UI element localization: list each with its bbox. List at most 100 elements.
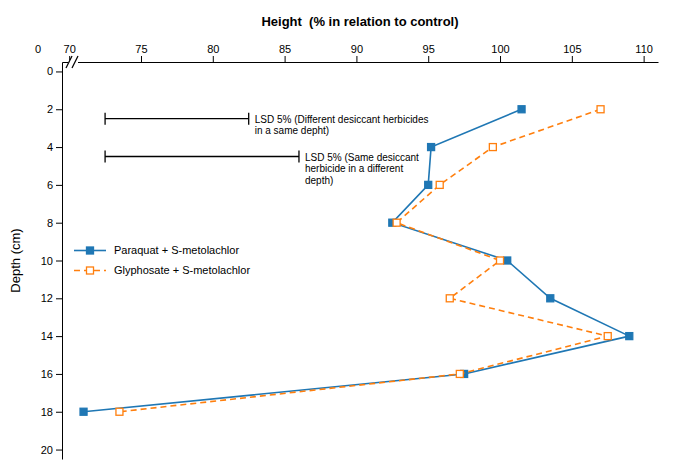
y-tick: 8 [47,217,62,229]
point [518,106,525,113]
point [489,144,496,151]
point [446,295,453,302]
x-tick-label: 70 [64,43,76,55]
y-axis: 0 2 4 6 8 10 12 14 16 18 20 [41,63,63,460]
lsd-label: LSD 5% (Different desiccant herbicidesin… [255,114,429,137]
x-axis-title: Height (% in relation to control) [261,14,458,29]
chart: 70 75 80 85 90 95 100 105 110 0 2 4 6 8 10 12 14 16 18 20 0 H… [0,0,682,473]
point [393,219,400,226]
y-tick: 0 [47,65,62,77]
x-tick-label: 90 [351,43,363,55]
point [80,408,87,415]
y-tick-mark [56,185,62,186]
y-tick-mark [56,261,62,262]
y-tick-label: 8 [47,217,53,229]
lsd-label-line: LSD 5% (Same desiccant [305,152,419,163]
y-tick-label: 20 [41,444,53,456]
series [80,106,633,415]
x-tick-label: 80 [207,43,219,55]
x-tick: 90 [351,43,363,62]
x-tick-mark [285,56,286,62]
y-tick-mark [56,450,62,451]
lsd-label-line: herbicide in a different [305,163,403,174]
y-tick-label: 12 [41,292,53,304]
y-tick: 20 [41,444,62,456]
point [436,181,443,188]
lsd-label: LSD 5% (Same desiccantherbicide in a dif… [305,152,419,186]
lsd-bar [105,113,249,125]
x-tick: 100 [491,43,509,62]
x-tick-mark [644,56,645,62]
point [504,257,511,264]
x-break-label: 0 [35,43,41,55]
x-tick-mark [428,56,429,62]
lsd-line [105,156,299,157]
x-tick: 75 [135,43,147,62]
y-tick-mark [56,298,62,299]
y-tick-mark [56,223,62,224]
y-tick-label: 2 [47,103,53,115]
x-tick: 110 [635,43,653,62]
x-tick-label: 100 [491,43,509,55]
y-axis-title: Depth (cm) [8,228,23,292]
x-tick-label: 85 [279,43,291,55]
x-tick-label: 110 [635,43,653,55]
axis-break-slash [72,56,78,68]
x-tick: 80 [207,43,219,62]
legend-label: Glyphosate + S-metolachlor [114,264,250,276]
y-tick: 2 [47,103,62,115]
x-tick: 85 [279,43,291,62]
y-tick: 14 [41,330,62,342]
y-tick: 4 [47,141,62,153]
y-tick-mark [56,109,62,110]
lsd-cap [248,113,249,125]
lsd-label-line: LSD 5% (Different desiccant herbicides [255,114,429,125]
y-tick-label: 0 [47,65,53,77]
legend-marker [87,267,94,274]
point [597,106,604,113]
y-tick-label: 16 [41,368,53,380]
series-line [119,109,607,411]
x-tick-mark [356,56,357,62]
point [497,257,504,264]
y-tick-label: 14 [41,330,53,342]
data-area [80,106,633,415]
y-tick: 18 [41,406,62,418]
x-axis: 70 75 80 85 90 95 100 105 110 [63,43,659,63]
y-tick: 12 [41,292,62,304]
point [626,333,633,340]
x-tick-label: 95 [423,43,435,55]
y-tick-mark [56,374,62,375]
point [547,295,554,302]
lsd-cap [104,113,105,125]
y-tick-label: 4 [47,141,53,153]
lsd-label-line: depth) [305,175,333,186]
y-axis-line [62,63,63,460]
x-tick-label: 75 [135,43,147,55]
point [116,408,123,415]
y-tick-label: 6 [47,179,53,191]
lsd-cap [104,151,105,163]
y-tick-mark [56,336,62,337]
y-tick-mark [56,71,62,72]
series [116,106,611,415]
y-tick: 6 [47,179,62,191]
axis-break [66,56,78,68]
y-tick: 10 [41,255,62,267]
y-tick-mark [56,147,62,148]
x-tick-mark [141,56,142,62]
lsd-line [105,118,249,119]
y-tick-label: 18 [41,406,53,418]
legend: Paraquat + S-metolachlor Glyphosate + S-m… [74,244,250,276]
plot: 70 75 80 85 90 95 100 105 110 0 2 4 6 8 10 12 14 16 18 20 0 H… [8,14,659,460]
point [604,333,611,340]
x-tick-label: 105 [563,43,581,55]
point [428,144,435,151]
x-tick-mark [500,56,501,62]
y-tick-mark [56,412,62,413]
legend-item: Paraquat + S-metolachlor [74,244,239,256]
x-tick-mark [213,56,214,62]
x-tick-mark [572,56,573,62]
x-tick: 70 [64,43,76,62]
x-tick: 95 [423,43,435,62]
